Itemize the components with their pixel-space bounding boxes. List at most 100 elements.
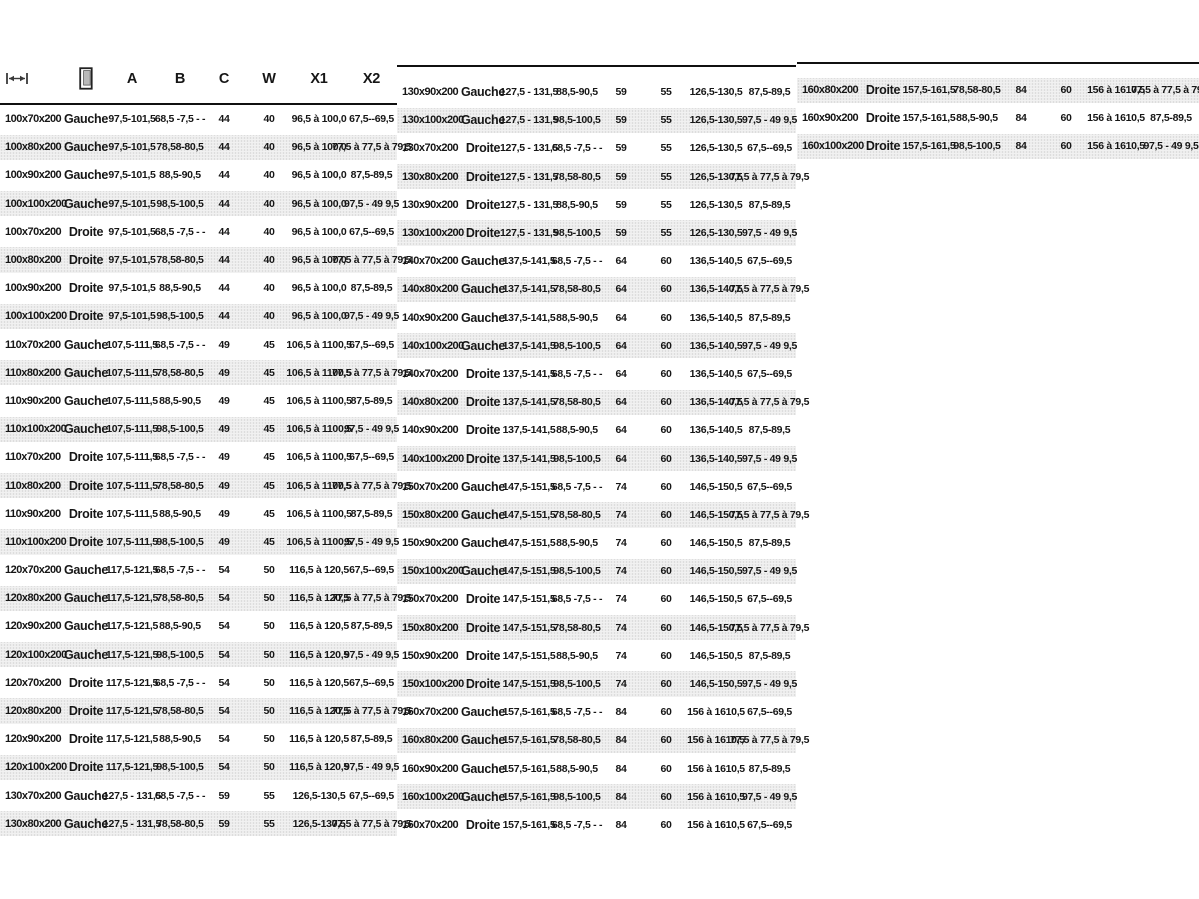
cell-x1: 96,5 à 100,0: [291, 141, 347, 154]
cell-x1: 96,5 à 100,0: [291, 169, 347, 182]
table-row: 160x70x200 Droite 157,5-161,5 68,5 -7,5 - -…: [397, 811, 796, 839]
cell-x2: 67,5--69,5: [349, 451, 394, 464]
cell-side: Gauche: [460, 254, 506, 269]
spec-table-2: 130x90x200 Gauche 127,5 - 131,5 88,5-90,5 59…: [397, 65, 809, 839]
cell-c: 59: [218, 817, 230, 830]
cell-c: 59: [218, 789, 230, 802]
cell-side: Droite: [465, 451, 501, 466]
cell-a: 147,5-151,5: [502, 649, 556, 662]
cell-side: Droite: [68, 450, 104, 465]
cell-a: 97,5-101,5: [108, 169, 156, 182]
cell-side: Droite: [465, 395, 501, 410]
cell-size: 100x100x200: [5, 310, 67, 323]
cell-a: 147,5-151,5: [502, 508, 556, 521]
cell-c: 59: [615, 114, 627, 127]
cell-x2: 67,5--69,5: [747, 818, 792, 831]
cell-w: 55: [263, 789, 275, 802]
cell-size: 130x90x200: [402, 198, 459, 211]
cell-w: 60: [660, 424, 672, 437]
cell-a: 127,5 - 131,5: [500, 114, 558, 127]
cell-b: 88,5-90,5: [556, 537, 598, 550]
cell-side: Droite: [865, 139, 901, 154]
cell-b: 98,5-100,5: [553, 790, 601, 803]
cell-x1: 146,5-150,5: [689, 678, 743, 691]
cell-side: Droite: [865, 111, 901, 126]
cell-x2: 67,5--69,5: [349, 789, 394, 802]
cell-size: 160x90x200: [402, 762, 459, 775]
cell-a: 97,5-101,5: [108, 254, 156, 267]
cell-w: 60: [660, 311, 672, 324]
cell-w: 45: [263, 535, 275, 548]
cell-x2: 87,5-89,5: [350, 282, 393, 295]
cell-x1: 156 à 1610,5: [687, 762, 745, 775]
cell-w: 40: [263, 197, 275, 210]
cell-a: 157,5-161,5: [502, 818, 556, 831]
cell-w: 60: [660, 621, 672, 634]
cell-side: Gauche: [63, 816, 109, 831]
table-body-2: 130x90x200 Gauche 127,5 - 131,5 88,5-90,5 59…: [397, 78, 809, 839]
cell-b: 78,58-80,5: [156, 254, 204, 267]
cell-x1: 106,5 à 1100,5: [286, 479, 352, 492]
cell-size: 120x80x200: [5, 592, 62, 605]
cell-side: Gauche: [63, 422, 109, 437]
cell-x1: 106,5 à 1100,5: [286, 338, 352, 351]
cell-c: 54: [218, 705, 230, 718]
cell-c: 54: [218, 676, 230, 689]
cell-w: 40: [263, 254, 275, 267]
cell-c: 49: [218, 451, 230, 464]
cell-w: 45: [263, 479, 275, 492]
cell-a: 117,5-121,5: [105, 592, 159, 605]
cell-side: Gauche: [460, 536, 506, 551]
cell-x1: 156 à 1610,5: [1087, 140, 1145, 153]
cell-x1: 116,5 à 120,5: [289, 733, 349, 746]
cell-x1: 126,5-130,5: [689, 142, 743, 155]
cell-b: 68,5 -7,5 - -: [551, 255, 603, 268]
table-row: 100x100x200 Droite 97,5-101,5 98,5-100,5 44 4…: [0, 302, 399, 330]
cell-c: 74: [615, 621, 627, 634]
cell-size: 140x70x200: [402, 255, 459, 268]
cell-size: 110x100x200: [5, 423, 67, 436]
cell-b: 88,5-90,5: [159, 394, 201, 407]
cell-b: 68,5 -7,5 - -: [551, 480, 603, 493]
cell-a: 127,5 - 131,5: [500, 170, 558, 183]
cell-size: 110x80x200: [5, 479, 61, 492]
cell-side: Gauche: [460, 479, 506, 494]
cell-side: Gauche: [460, 761, 506, 776]
cell-b: 78,58-80,5: [156, 366, 204, 379]
cell-c: 64: [615, 283, 627, 296]
cell-b: 78,58-80,5: [553, 283, 601, 296]
cell-w: 55: [660, 86, 672, 99]
cell-a: 127,5 - 131,5: [103, 817, 161, 830]
cell-c: 49: [218, 366, 230, 379]
cell-size: 100x90x200: [5, 282, 62, 295]
cell-x2: 67,5--69,5: [747, 480, 792, 493]
cell-size: 160x90x200: [802, 112, 859, 125]
table-row: 120x100x200 Droite 117,5-121,5 98,5-100,5 54…: [0, 753, 399, 781]
cell-w: 60: [660, 818, 672, 831]
table-row: 150x100x200 Gauche 147,5-151,5 98,5-100,5 74…: [397, 557, 797, 585]
cell-side: Gauche: [460, 85, 506, 100]
cell-side: Droite: [68, 309, 104, 324]
cell-c: 54: [218, 761, 230, 774]
table-row: 160x90x200 Droite 157,5-161,5 88,5-90,5 84 60…: [797, 104, 1199, 132]
cell-b: 88,5-90,5: [556, 86, 598, 99]
cell-x1: 106,5 à 1100,5: [286, 423, 352, 436]
cell-size: 140x80x200: [402, 283, 459, 296]
cell-w: 55: [263, 817, 275, 830]
cell-side: Gauche: [63, 591, 109, 606]
cell-size: 140x90x200: [402, 424, 459, 437]
cell-x2: 97,5 - 49 9,5: [343, 197, 400, 210]
cell-c: 84: [615, 734, 627, 747]
cell-size: 110x100x200: [5, 535, 67, 548]
table-row: 140x90x200 Gauche 137,5-141,5 88,5-90,5 64 60…: [397, 304, 796, 332]
cell-b: 68,5 -7,5 - -: [551, 593, 603, 606]
cell-w: 60: [660, 593, 672, 606]
cell-c: 74: [615, 649, 627, 662]
cell-size: 110x90x200: [5, 507, 61, 520]
cell-b: 68,5 -7,5 - -: [154, 564, 206, 577]
cell-x2: 67,5--69,5: [349, 338, 394, 351]
cell-a: 157,5-161,5: [502, 706, 556, 719]
cell-side: Droite: [68, 281, 104, 296]
table-row: 160x90x200 Gauche 157,5-161,5 88,5-90,5 84 60…: [397, 755, 796, 783]
cell-size: 130x100x200: [402, 227, 464, 240]
